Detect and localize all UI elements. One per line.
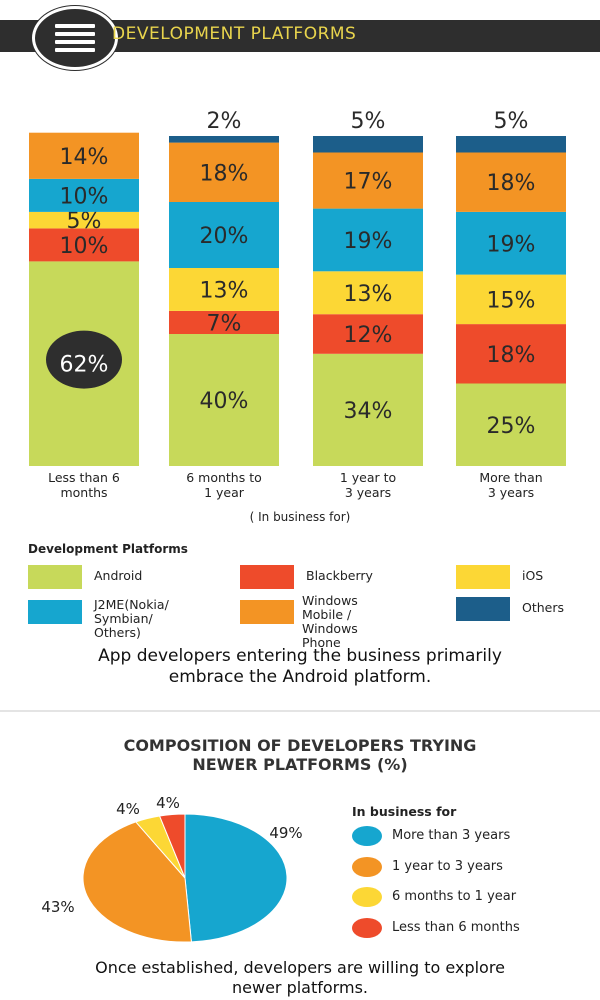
bar-value-label: 18% [487,171,536,196]
bar-value-label: 13% [200,278,249,303]
stacked-bar-chart: 62%10%5%10%14%Less than 6months40%7%13%2… [29,109,566,500]
legend-label: Blackberry [306,568,373,583]
bar-value-label: 40% [200,389,249,414]
legend-swatch [240,600,294,624]
category-label: months [60,485,107,500]
pie-legend-dot [352,918,382,938]
bar-value-label: 18% [487,343,536,368]
pie-slice-label: 4% [156,794,180,812]
legend-label: Android [94,568,143,583]
category-label: 3 years [345,485,391,500]
bar-value-label: 20% [200,224,249,249]
bar-segment [169,202,279,268]
category-label: 6 months to [186,470,262,485]
bar-segment [456,324,566,384]
legend-swatch [28,565,82,589]
pie-slice [82,821,192,943]
bar-value-label: 5% [351,109,386,134]
pie-chart-title: COMPOSITION OF DEVELOPERS TRYING NEWER P… [123,736,477,774]
bar-value-label: 18% [200,161,249,186]
pie-slice [158,813,186,879]
bar-value-label: 19% [344,229,393,254]
bar-value-label: 14% [60,145,109,170]
category-label: More than [479,470,542,485]
bar-segment [456,136,566,153]
bar-value-label: 5% [67,209,102,234]
caption-android: App developers entering the business pri… [98,646,502,687]
pie-slice-label: 43% [41,898,74,916]
pie-slice [184,813,288,943]
legend-swatch [456,565,510,589]
pie-legend-label: 1 year to 3 years [392,859,503,874]
category-label: 1 year [204,485,245,500]
pie-slice-label: 49% [269,824,302,842]
bar-segment [29,211,139,229]
pie-legend-dot [352,857,382,877]
bar-segment [169,310,279,334]
bar-segment [313,208,423,272]
bar-value-label: 2% [207,109,242,134]
category-label: 3 years [488,485,534,500]
caption-established: Once established, developers are willing… [95,958,505,997]
bar-segment [29,178,139,212]
category-label: Less than 6 [48,470,120,485]
pie-legend-label: More than 3 years [392,828,511,843]
bar-segment [169,268,279,311]
bar-segment [456,152,566,212]
bar-segment [169,136,279,143]
bar-value-label: 5% [494,109,529,134]
bar-segment [313,152,423,209]
category-label: 1 year to [340,470,396,485]
pie-legend-label: 6 months to 1 year [392,889,517,904]
legend-swatch [28,600,82,624]
bar-segment [169,334,279,466]
legend-title: Development Platforms [28,542,188,556]
pie-legend-label: Less than 6 months [392,920,520,935]
legend-label: iOS [522,568,544,583]
legend-label: Windows Mobile / Windows Phone [302,593,358,650]
legend-label: J2ME(Nokia/ Symbian/ Others) [94,597,169,640]
bar-segment [29,132,139,179]
bar-value-label: 10% [60,184,109,209]
bar-segment [29,228,139,262]
bar-segment [456,383,566,466]
legend-label: Others [522,600,565,615]
bar-value-label: 13% [344,282,393,307]
bar-segment [169,142,279,202]
bar-value-label: 15% [487,288,536,313]
pie-legend-dot [352,887,382,907]
bar-value-label: 17% [344,170,393,195]
pie-legend-dot [352,826,382,846]
legend-swatch [456,597,510,621]
bar-segment [313,271,423,315]
pie-slice-label: 4% [116,800,140,818]
bar-value-label: 25% [487,414,536,439]
bar-value-label: 7% [207,311,242,336]
bar-segment [313,314,423,354]
bar-value-label: 19% [487,232,536,257]
legend-swatch [240,565,294,589]
bar-value-label: 62% [60,353,109,378]
bar-value-label: 12% [344,323,393,348]
page-title: DEVELOPMENT PLATFORMS [112,24,357,44]
bar-segment [456,274,566,325]
pie-legend-title: In business for [352,804,457,819]
bar-segment [313,136,423,153]
x-axis-caption: ( In business for) [249,510,351,524]
highlight-badge [46,330,122,389]
bar-segment [313,353,423,466]
bar-value-label: 10% [60,234,109,259]
section-divider [0,710,600,712]
bar-value-label: 34% [344,399,393,424]
pie-chart: 49% 43% 4% 4% [41,794,303,943]
menu-icon[interactable] [32,6,118,70]
bar-segment [456,211,566,275]
